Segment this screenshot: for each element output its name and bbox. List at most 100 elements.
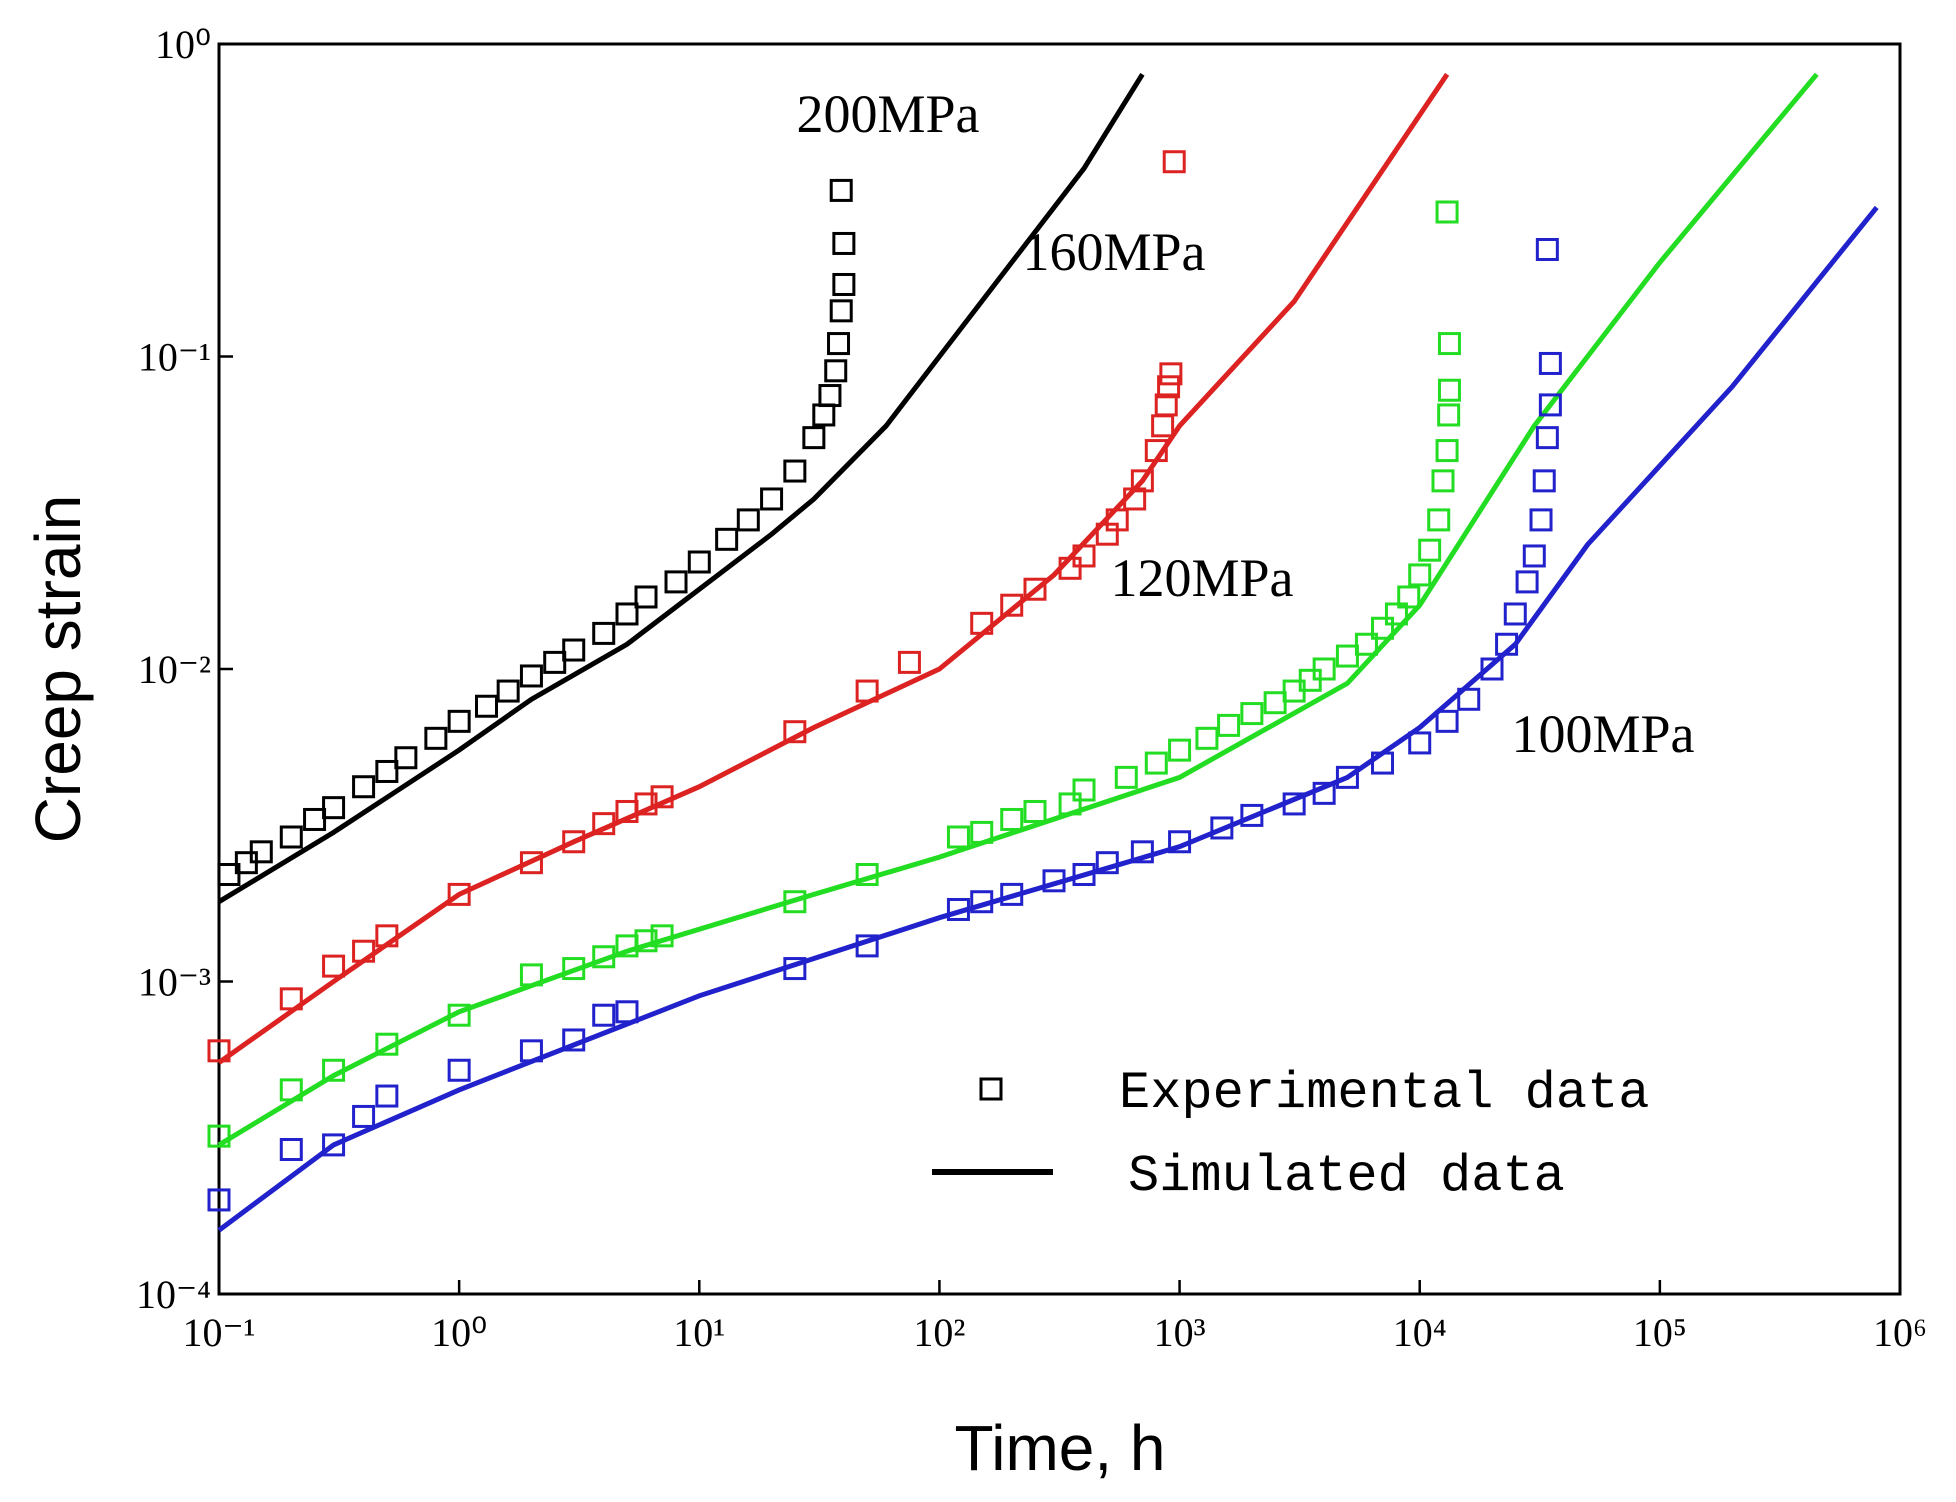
experimental-point — [217, 862, 241, 886]
experimental-point — [543, 650, 567, 674]
experimental-point — [1058, 556, 1082, 580]
experimental-point — [1457, 687, 1481, 711]
experimental-point — [1480, 657, 1504, 681]
experimental-point — [1168, 738, 1192, 762]
experimental-point — [562, 830, 586, 854]
x-tick-label: 10² — [913, 1310, 965, 1355]
experimental-point — [1144, 439, 1168, 463]
x-tick-label: 10³ — [1154, 1310, 1206, 1355]
experimental-point — [1371, 616, 1395, 640]
experimental-point — [1072, 778, 1096, 802]
experimental-point — [1000, 593, 1024, 617]
experimental-point — [855, 862, 879, 886]
experimental-point — [592, 1003, 616, 1027]
experimental-point — [615, 602, 639, 626]
experimental-point — [1435, 709, 1459, 733]
experimental-point — [394, 746, 418, 770]
experimental-point — [207, 1039, 231, 1063]
experimental-point — [634, 792, 658, 816]
experimental-point — [1503, 602, 1527, 626]
y-tick-label: 10⁻³ — [138, 960, 211, 1005]
simulated-line — [217, 72, 1145, 904]
experimental-point — [1435, 439, 1459, 463]
experimental-point — [1495, 632, 1519, 656]
experimental-point — [1522, 544, 1546, 568]
y-tick-label: 10⁻² — [138, 647, 211, 692]
simulated-line — [217, 72, 1819, 1148]
experimental-point — [1095, 851, 1119, 875]
experimental-point — [1072, 544, 1096, 568]
experimental-point — [375, 1032, 399, 1056]
experimental-point — [783, 720, 807, 744]
x-tick-label: 10⁵ — [1633, 1310, 1687, 1355]
experimental-point — [832, 231, 856, 255]
experimental-point — [1114, 765, 1138, 789]
experimental-point — [1535, 237, 1559, 261]
experimental-point — [970, 820, 994, 844]
experimental-point — [475, 694, 499, 718]
experimental-point — [592, 621, 616, 645]
experimental-point — [1312, 781, 1336, 805]
experimental-point — [375, 1084, 399, 1108]
experimental-point — [1000, 882, 1024, 906]
experimental-point — [1157, 375, 1181, 399]
x-tick-label: 10⁴ — [1393, 1310, 1447, 1355]
experimental-point — [1162, 150, 1186, 174]
experimental-point — [1529, 508, 1553, 532]
experimental-point — [970, 611, 994, 635]
experimental-point — [1023, 799, 1047, 823]
experimental-point — [1123, 487, 1147, 511]
experimental-point — [829, 178, 853, 202]
experimental-point — [424, 726, 448, 750]
experimental-point — [1263, 691, 1287, 715]
experimental-point — [352, 939, 376, 963]
experimental-point — [1159, 362, 1183, 386]
experimental-point — [519, 1039, 543, 1063]
experimental-point — [650, 785, 674, 809]
experimental-point — [783, 459, 807, 483]
experimental-point — [1515, 570, 1539, 594]
experimental-point — [1437, 332, 1461, 356]
experimental-point — [279, 987, 303, 1011]
experimental-point — [634, 929, 658, 953]
experimental-point — [352, 1104, 376, 1128]
experimental-point — [1130, 840, 1154, 864]
experimental-point — [1240, 702, 1264, 726]
experimental-point — [1312, 657, 1336, 681]
experimental-point — [1371, 751, 1395, 775]
x-tick-label: 10¹ — [673, 1310, 725, 1355]
experimental-point — [1335, 644, 1359, 668]
experimental-point — [375, 924, 399, 948]
experimental-point — [447, 1058, 471, 1082]
experimental-point — [1408, 563, 1432, 587]
experimental-point — [897, 650, 921, 674]
experimental-point — [1384, 602, 1408, 626]
experimental-point — [447, 709, 471, 733]
y-axis-label: Creep strain — [22, 495, 94, 844]
y-tick-label: 10⁰ — [155, 22, 211, 67]
experimental-point — [207, 1124, 231, 1148]
x-tick-label: 10⁶ — [1873, 1310, 1927, 1355]
legend-marker — [979, 1077, 1003, 1101]
experimental-point — [1282, 792, 1306, 816]
stress-label: 120MPa — [1110, 548, 1293, 608]
simulated-line — [217, 205, 1879, 1233]
x-tick-label: 10⁰ — [431, 1310, 487, 1355]
experimental-point — [650, 924, 674, 948]
experimental-point — [1023, 577, 1047, 601]
experimental-point — [1042, 869, 1066, 893]
experimental-point — [1154, 393, 1178, 417]
experimental-point — [855, 679, 879, 703]
experimental-point — [1535, 426, 1559, 450]
experimental-point — [519, 664, 543, 688]
experimental-point — [783, 957, 807, 981]
experimental-point — [812, 403, 836, 427]
experimental-point — [802, 426, 826, 450]
experimental-point — [279, 1138, 303, 1162]
experimental-point — [1397, 585, 1421, 609]
experimental-point — [1427, 508, 1451, 532]
stress-label: 200MPa — [796, 84, 979, 144]
experimental-point — [207, 1188, 231, 1212]
